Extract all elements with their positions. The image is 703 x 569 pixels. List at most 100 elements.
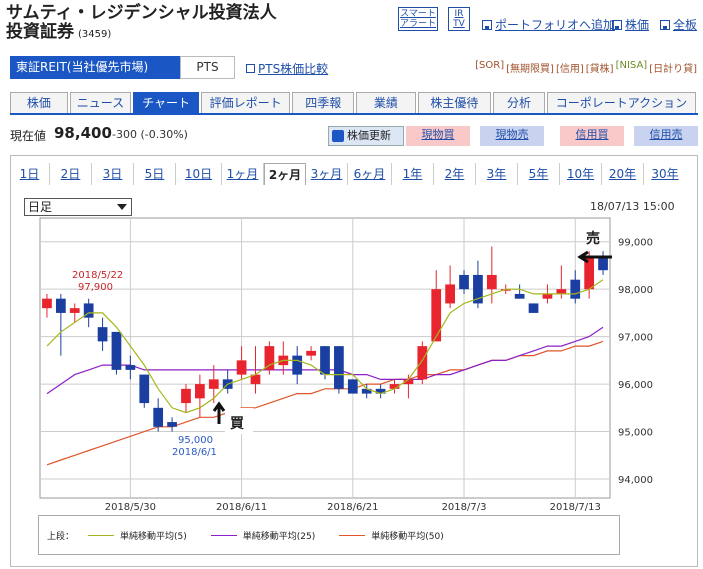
candle-body: [292, 355, 303, 375]
candle-body: [486, 274, 497, 290]
price-label: 現在値: [10, 129, 47, 143]
board-icon: [660, 19, 670, 30]
sell-marker-label: 売: [586, 230, 600, 247]
nav-tab-news[interactable]: ニュース: [69, 92, 132, 113]
period-tab-5d[interactable]: 5日: [134, 163, 176, 185]
y-tick-label: 95,000: [618, 428, 653, 439]
period-tab-10y[interactable]: 10年: [560, 163, 602, 185]
nav-tab-earnings[interactable]: 業績: [356, 92, 416, 113]
market-tab-pts[interactable]: PTS: [180, 56, 235, 79]
period-tab-3d[interactable]: 3日: [92, 163, 134, 185]
period-tab-5y[interactable]: 5年: [518, 163, 560, 185]
candle-body: [514, 293, 525, 299]
candle-body: [306, 350, 316, 356]
price-icon: [612, 19, 622, 30]
candle-body: [320, 346, 330, 375]
spot-sell-button[interactable]: 現物売: [480, 126, 544, 146]
badge-nisa: [NISA]: [615, 60, 648, 71]
market-tab-tse-reit[interactable]: 東証REIT(当社優先市場): [10, 56, 180, 79]
x-tick-label: 2018/5/30: [105, 502, 156, 513]
nav-tab-shikiho[interactable]: 四季報: [292, 92, 355, 113]
period-tab-2m[interactable]: 2ヶ月: [264, 163, 306, 185]
margin-sell-button[interactable]: 信用売: [634, 126, 698, 146]
nav-tab-benefits[interactable]: 株主優待: [417, 92, 492, 113]
candle-body: [111, 331, 122, 370]
period-tab-10d[interactable]: 10日: [176, 163, 222, 185]
legend-ma50: 単純移動平均(50): [339, 529, 444, 542]
badge-margin: [信用]: [555, 64, 584, 75]
market-tabs: 東証REIT(当社優先市場) PTS: [10, 56, 235, 79]
candle-body: [445, 284, 455, 304]
candle-body: [556, 289, 567, 294]
y-tick-label: 96,000: [618, 380, 653, 391]
buy-arrow-icon: [212, 401, 226, 424]
spot-buy-button[interactable]: 現物買: [406, 126, 470, 146]
chart-legend: 上段： 単純移動平均(5) 単純移動平均(25) 単純移動平均(50): [38, 515, 620, 555]
external-link-icon: [246, 64, 255, 73]
full-board-link[interactable]: 全板: [660, 16, 697, 33]
period-tab-30y[interactable]: 30年: [651, 167, 679, 181]
ir-tv-button[interactable]: IR TV: [448, 7, 470, 31]
candle-body: [403, 379, 414, 385]
candle-body: [250, 374, 261, 385]
candle-body: [55, 298, 66, 313]
nav-tab-chart[interactable]: チャート: [133, 92, 199, 113]
candle-body: [264, 346, 275, 370]
price-change: -300 (-0.30%): [112, 128, 188, 141]
legend-ma5: 単純移動平均(5): [88, 529, 187, 542]
smart-alert-button[interactable]: スマート アラート: [398, 7, 438, 31]
legend-swatch-ma50: [339, 534, 366, 536]
sell-arrow-icon: [577, 250, 612, 264]
badge-lending: [貸株]: [585, 64, 614, 75]
add-portfolio-link[interactable]: ポートフォリオへ追加: [482, 16, 615, 33]
candle-body: [195, 384, 205, 399]
period-tab-2d[interactable]: 2日: [50, 163, 92, 185]
stock-price-link[interactable]: 株価: [612, 16, 649, 33]
margin-buy-button[interactable]: 信用買: [560, 126, 624, 146]
period-tab-2y[interactable]: 2年: [434, 163, 476, 185]
x-tick-label: 2018/7/3: [442, 502, 487, 513]
period-tab-1m[interactable]: 1ヶ月: [222, 163, 264, 185]
y-tick-label: 94,000: [618, 475, 653, 486]
portfolio-icon: [482, 19, 492, 30]
badge-day-lending: [日計り貸]: [649, 64, 697, 75]
x-tick-label: 2018/6/21: [327, 502, 378, 513]
badge-unlimited-buy: [無期限買]: [506, 64, 554, 75]
candle-body: [69, 308, 80, 313]
candle-body: [139, 374, 150, 404]
security-code: (3459): [78, 29, 112, 40]
x-tick-label: 2018/6/11: [216, 502, 267, 513]
legend-prefix: 上段：: [47, 531, 75, 542]
low-date-label: 2018/6/1: [172, 447, 217, 458]
candle-body: [473, 274, 483, 304]
refresh-price-button[interactable]: 株価更新: [328, 126, 404, 146]
candle-body: [208, 379, 219, 389]
chart-timestamp: 18/07/13 15:00: [590, 200, 675, 213]
candle-body: [431, 289, 442, 342]
period-tab-1y[interactable]: 1年: [392, 163, 434, 185]
nav-tab-corporate-action[interactable]: コーポレートアクション: [546, 92, 696, 113]
period-tab-3y[interactable]: 3年: [476, 163, 518, 185]
high-date-label: 2018/5/22: [72, 270, 123, 281]
candle-body: [528, 303, 539, 313]
candle-body: [42, 298, 52, 309]
nav-tab-rating-report[interactable]: 評価レポート: [200, 92, 291, 113]
period-tab-6m[interactable]: 6ヶ月: [348, 163, 392, 185]
legend-swatch-ma5: [88, 534, 115, 536]
ma5-line: [46, 279, 604, 414]
period-tab-20y[interactable]: 20年: [602, 163, 644, 185]
candle-body: [334, 346, 344, 389]
interval-select[interactable]: 日足: [24, 198, 132, 216]
security-name: サムティ・レジデンシャル投資法人: [6, 3, 277, 23]
candle-body: [584, 255, 595, 290]
nav-tab-price[interactable]: 株価: [10, 92, 68, 113]
buy-marker-box: [225, 408, 253, 434]
period-tab-1d[interactable]: 1日: [10, 163, 50, 185]
current-price: 98,400: [54, 124, 112, 142]
period-tab-3m[interactable]: 3ヶ月: [306, 163, 348, 185]
y-tick-label: 99,000: [618, 238, 653, 249]
candle-body: [542, 293, 553, 299]
candle-body: [375, 388, 386, 394]
nav-tab-analysis[interactable]: 分析: [493, 92, 545, 113]
pts-compare-link[interactable]: PTS株価比較: [246, 60, 328, 77]
